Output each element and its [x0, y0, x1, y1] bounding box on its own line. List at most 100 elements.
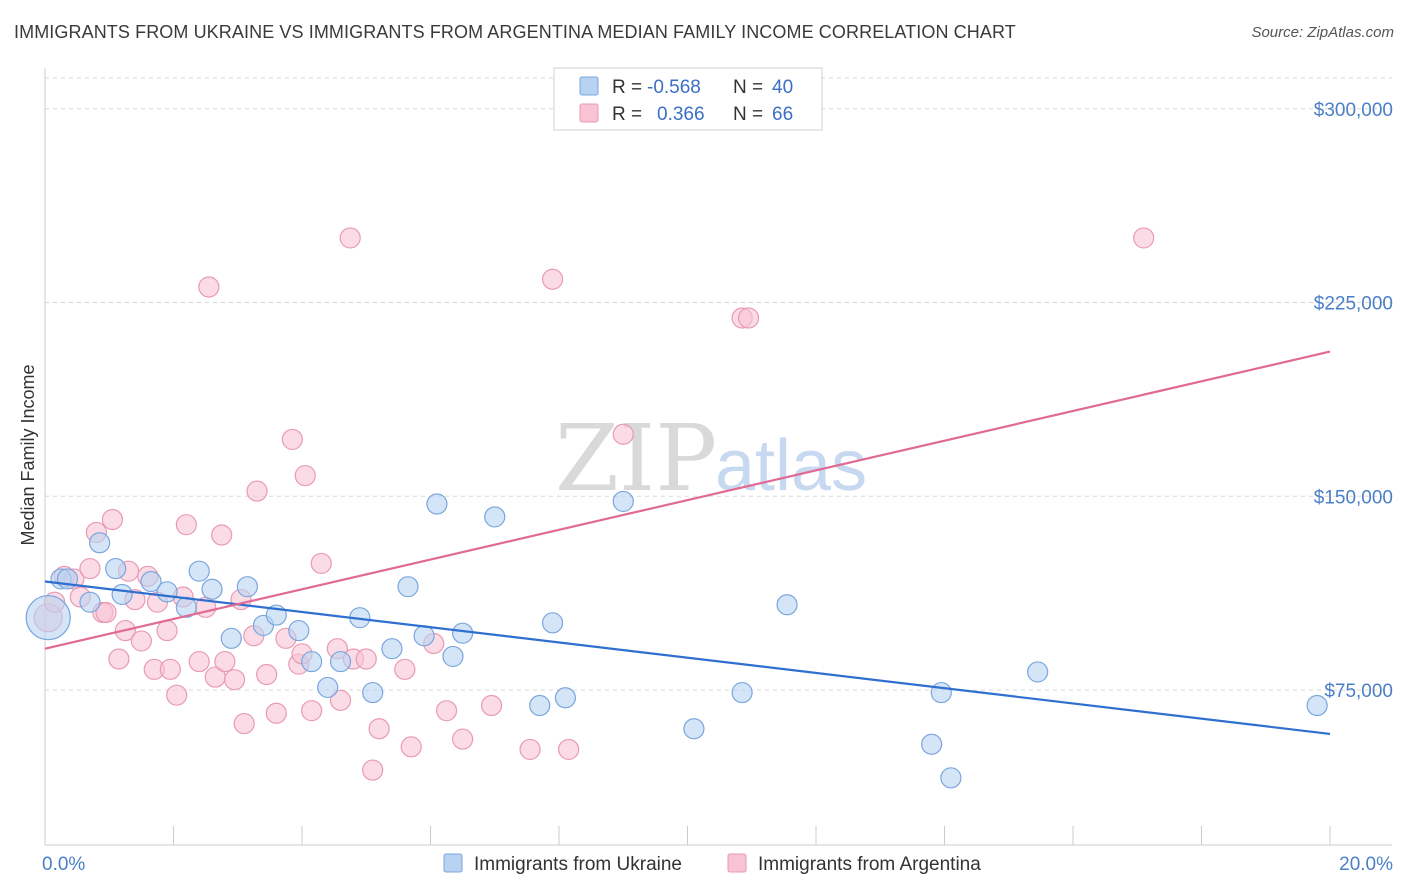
point-argentina-56	[519, 738, 541, 761]
point-argentina-35	[265, 702, 287, 724]
legend-r-value-argentina: 0.366	[657, 104, 705, 125]
point-ukraine-35	[776, 594, 798, 616]
legend-swatch-argentina	[579, 103, 599, 123]
point-ukraine-22	[381, 638, 403, 660]
legend-n-value-ukraine: 40	[772, 77, 793, 98]
x-tick-labels: 0.0% 20.0%	[42, 854, 1393, 875]
y-tick-label-2: $225,000	[1314, 294, 1393, 315]
point-ukraine-32	[612, 490, 634, 513]
source-credit: Source: ZipAtlas.com	[1251, 24, 1394, 41]
point-ukraine-10	[188, 560, 210, 582]
point-argentina-31	[233, 712, 255, 735]
point-ukraine-23	[397, 576, 419, 598]
point-ukraine-34	[731, 681, 753, 704]
point-ukraine-8	[156, 581, 178, 603]
point-argentina-53	[435, 700, 458, 722]
point-argentina-59	[612, 423, 634, 445]
point-argentina-44	[329, 689, 352, 711]
point-argentina-49	[368, 718, 390, 740]
y-tick-labels: $75,000 $150,000 $225,000 $300,000	[1314, 100, 1393, 702]
point-argentina-14	[130, 630, 152, 652]
point-ukraine-36	[921, 733, 943, 755]
y-tick-label-1: $150,000	[1314, 487, 1393, 508]
legend-r-value-ukraine: -0.568	[647, 77, 701, 98]
point-ukraine-38	[940, 767, 962, 789]
point-argentina-37	[281, 428, 303, 451]
point-argentina-48	[362, 759, 384, 781]
point-argentina-58	[558, 738, 580, 761]
point-ukraine-12	[220, 627, 242, 649]
series-legend-swatch-argentina	[727, 853, 747, 873]
point-ukraine-5	[105, 557, 127, 580]
point-ukraine-37	[930, 681, 952, 704]
point-argentina-28	[214, 650, 236, 673]
legend-swatch-ukraine	[579, 76, 599, 96]
point-argentina-47	[355, 648, 377, 670]
point-argentina-25	[198, 276, 220, 298]
point-argentina-50	[394, 658, 416, 680]
point-ukraine-33	[683, 718, 705, 740]
point-argentina-51	[400, 736, 422, 758]
axes	[44, 68, 1392, 846]
point-ukraine-19	[329, 650, 352, 673]
watermark-zip: ZIP	[555, 405, 717, 512]
point-ukraine-21	[362, 681, 384, 704]
point-ukraine-28	[484, 506, 506, 528]
x-tick-label-1: 20.0%	[1339, 854, 1393, 875]
series-legend-swatch-ukraine	[443, 853, 463, 873]
y-axis-label: Median Family Income	[18, 364, 38, 545]
point-ukraine-17	[301, 650, 323, 673]
legend-r-label-ukraine: R =	[612, 77, 642, 98]
point-ukraine-30	[541, 612, 564, 634]
watermark-atlas: atlas	[715, 426, 867, 506]
trend-line-argentina	[44, 350, 1331, 650]
point-argentina-10	[108, 648, 130, 670]
trend-line-ukraine	[44, 580, 1331, 736]
legend-n-label-argentina: N =	[733, 104, 763, 125]
point-ukraine-3	[79, 591, 101, 613]
trend-lines	[44, 350, 1331, 736]
point-argentina-22	[175, 514, 197, 536]
series-legend: Immigrants from Ukraine Immigrants from …	[443, 853, 981, 875]
point-argentina-41	[301, 700, 323, 722]
point-argentina-9	[101, 508, 124, 531]
point-argentina-18	[156, 619, 178, 642]
point-ukraine-13	[236, 576, 258, 598]
point-argentina-34	[256, 663, 278, 686]
legend-r-label-argentina: R =	[612, 104, 642, 125]
point-argentina-23	[188, 650, 210, 673]
point-ukraine-29	[529, 694, 551, 717]
point-argentina-62	[1133, 227, 1155, 249]
point-argentina-8	[95, 601, 117, 624]
point-ukraine-40	[1306, 694, 1328, 717]
point-ukraine-26	[442, 645, 464, 668]
series-legend-label-ukraine: Immigrants from Ukraine	[474, 854, 682, 875]
point-argentina-54	[452, 728, 474, 750]
legend-box: R = -0.568 N = 40 R = 0.366 N = 66	[553, 67, 823, 131]
point-argentina-27	[211, 524, 233, 546]
point-argentina-42	[310, 552, 332, 575]
point-argentina-61	[737, 307, 760, 329]
point-argentina-20	[166, 684, 188, 706]
point-ukraine-4	[89, 532, 111, 554]
series-legend-label-argentina: Immigrants from Argentina	[758, 854, 981, 875]
x-tick-label-0: 0.0%	[42, 854, 85, 875]
point-ukraine-27	[452, 622, 474, 644]
point-argentina-45	[339, 227, 361, 249]
point-ukraine-7	[140, 570, 162, 593]
point-ukraine-16	[288, 619, 310, 642]
point-ukraine-31	[554, 687, 577, 709]
point-ukraine-25	[426, 493, 448, 515]
point-argentina-5	[79, 557, 101, 580]
point-ukraine-24	[413, 625, 435, 647]
point-argentina-29	[223, 669, 246, 691]
chart-title: IMMIGRANTS FROM UKRAINE VS IMMIGRANTS FR…	[14, 22, 1016, 42]
point-argentina-33	[246, 480, 268, 502]
point-argentina-19	[159, 658, 181, 680]
point-ukraine-6	[111, 583, 133, 606]
y-tick-label-3: $300,000	[1314, 100, 1393, 121]
point-argentina-57	[541, 268, 564, 290]
data-points	[25, 227, 1328, 789]
legend-n-label-ukraine: N =	[733, 77, 763, 98]
